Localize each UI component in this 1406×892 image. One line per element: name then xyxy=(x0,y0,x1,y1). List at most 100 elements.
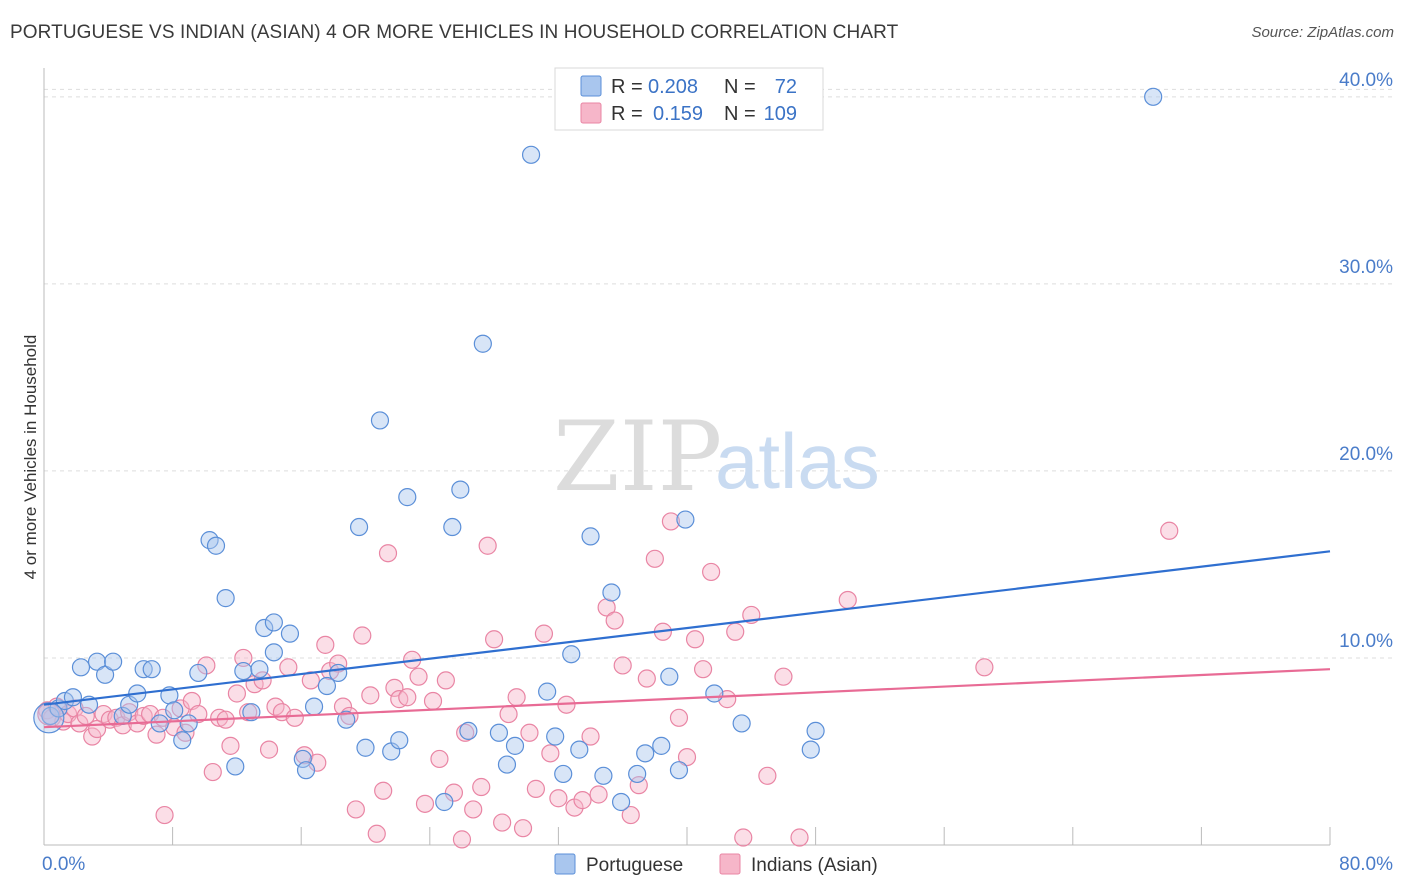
point-blue-37 xyxy=(349,517,369,537)
point-blue-59 xyxy=(602,583,621,602)
point-pink-24 xyxy=(182,691,201,711)
y-axis-label: 4 or more Vehicles in Household xyxy=(21,335,40,580)
point-blue-63 xyxy=(652,736,671,755)
point-pink-64 xyxy=(444,783,464,802)
point-pink-61 xyxy=(423,691,443,711)
point-pink-36 xyxy=(259,740,279,759)
legend: R = 0.208 N = 72 R = 0.159 N = 109 xyxy=(554,67,824,131)
point-pink-100 xyxy=(726,622,745,641)
watermark-zip: ZIP xyxy=(553,401,722,513)
point-pink-83 xyxy=(581,727,600,746)
point-pink-98 xyxy=(702,562,721,582)
point-blue-17 xyxy=(173,731,192,750)
point-blue-69 xyxy=(801,740,820,759)
point-blue-44 xyxy=(443,517,462,537)
point-pink-74 xyxy=(513,819,533,838)
point-pink-73 xyxy=(507,688,526,707)
legend-r-label-1: R = xyxy=(611,76,643,98)
point-blue-32 xyxy=(296,761,316,780)
point-pink-89 xyxy=(629,776,648,795)
point-blue-27 xyxy=(255,618,274,638)
point-pink-94 xyxy=(669,708,689,727)
y-tick-label-0: 10.0% xyxy=(1339,631,1393,652)
point-blue-21 xyxy=(206,536,226,555)
point-pink-69 xyxy=(478,536,497,555)
point-blue-42 xyxy=(398,488,417,507)
point-pink-78 xyxy=(541,744,560,763)
point-blue-46 xyxy=(459,721,478,741)
point-pink-93 xyxy=(661,512,681,531)
point-pink-39 xyxy=(279,658,298,677)
point-pink-53 xyxy=(374,781,393,800)
point-blue-16 xyxy=(165,701,184,720)
point-blue-57 xyxy=(581,527,600,546)
point-cluster-blue xyxy=(33,702,65,734)
point-pink-52 xyxy=(367,824,386,843)
series-indians-asian xyxy=(37,512,1179,849)
point-pink-27 xyxy=(203,762,222,782)
y-tick-label-2: 30.0% xyxy=(1339,257,1393,278)
x-tick-label-min: 0.0% xyxy=(42,854,85,875)
point-pink-108 xyxy=(1160,521,1179,540)
point-pink-55 xyxy=(385,678,404,697)
point-pink-60 xyxy=(415,794,435,813)
legend-r-value-2: 0.159 xyxy=(653,103,703,125)
point-blue-14 xyxy=(150,714,169,733)
point-blue-19 xyxy=(189,663,208,683)
point-blue-31 xyxy=(293,749,312,769)
series-portuguese xyxy=(33,87,1163,812)
point-blue-71 xyxy=(1144,87,1163,106)
point-pink-62 xyxy=(430,749,449,769)
point-pink-25 xyxy=(189,704,208,724)
point-blue-3 xyxy=(63,688,83,707)
point-blue-24 xyxy=(234,661,253,681)
bottom-legend-swatch-indians xyxy=(719,853,741,875)
x-tick-label-max: 80.0% xyxy=(1339,854,1393,875)
point-blue-52 xyxy=(538,682,557,701)
point-blue-61 xyxy=(628,764,647,784)
point-pink-57 xyxy=(398,688,417,707)
point-blue-6 xyxy=(87,652,107,671)
legend-n-value-2: 109 xyxy=(764,103,797,125)
trend-line-portuguese xyxy=(43,550,1331,706)
point-pink-97 xyxy=(693,660,713,679)
point-pink-70 xyxy=(485,630,504,649)
point-blue-49 xyxy=(497,755,517,774)
point-blue-35 xyxy=(329,663,348,683)
x-tick-labels: 0.0% 80.0% xyxy=(42,854,1393,875)
point-blue-23 xyxy=(226,757,245,776)
point-blue-65 xyxy=(669,761,689,780)
point-pink-54 xyxy=(378,544,398,563)
point-blue-39 xyxy=(370,411,390,430)
point-pink-46 xyxy=(329,654,348,673)
point-blue-28 xyxy=(264,643,283,662)
point-pink-63 xyxy=(436,671,455,690)
legend-swatch-pink xyxy=(580,102,602,124)
point-pink-50 xyxy=(353,626,372,645)
point-pink-30 xyxy=(221,736,240,755)
point-blue-67 xyxy=(705,684,724,703)
point-pink-67 xyxy=(464,800,483,819)
point-pink-101 xyxy=(734,828,753,847)
point-blue-64 xyxy=(660,667,679,686)
point-pink-96 xyxy=(685,630,705,649)
point-blue-22 xyxy=(216,589,235,608)
point-blue-30 xyxy=(280,624,300,643)
point-pink-76 xyxy=(526,779,545,798)
point-blue-33 xyxy=(304,697,324,716)
watermark: ZIP atlas xyxy=(553,401,880,513)
trend-lines xyxy=(43,550,1331,729)
point-blue-36 xyxy=(337,710,356,729)
point-pink-75 xyxy=(520,723,539,742)
point-blue-13 xyxy=(142,660,161,679)
point-pink-82 xyxy=(573,791,592,810)
point-pink-88 xyxy=(621,805,640,825)
y-tick-label-1: 20.0% xyxy=(1339,444,1393,465)
point-blue-66 xyxy=(676,510,695,529)
point-blue-25 xyxy=(242,703,261,722)
point-pink-104 xyxy=(774,667,793,686)
point-pink-105 xyxy=(790,828,809,847)
point-pink-49 xyxy=(346,800,365,819)
point-blue-41 xyxy=(390,731,409,750)
